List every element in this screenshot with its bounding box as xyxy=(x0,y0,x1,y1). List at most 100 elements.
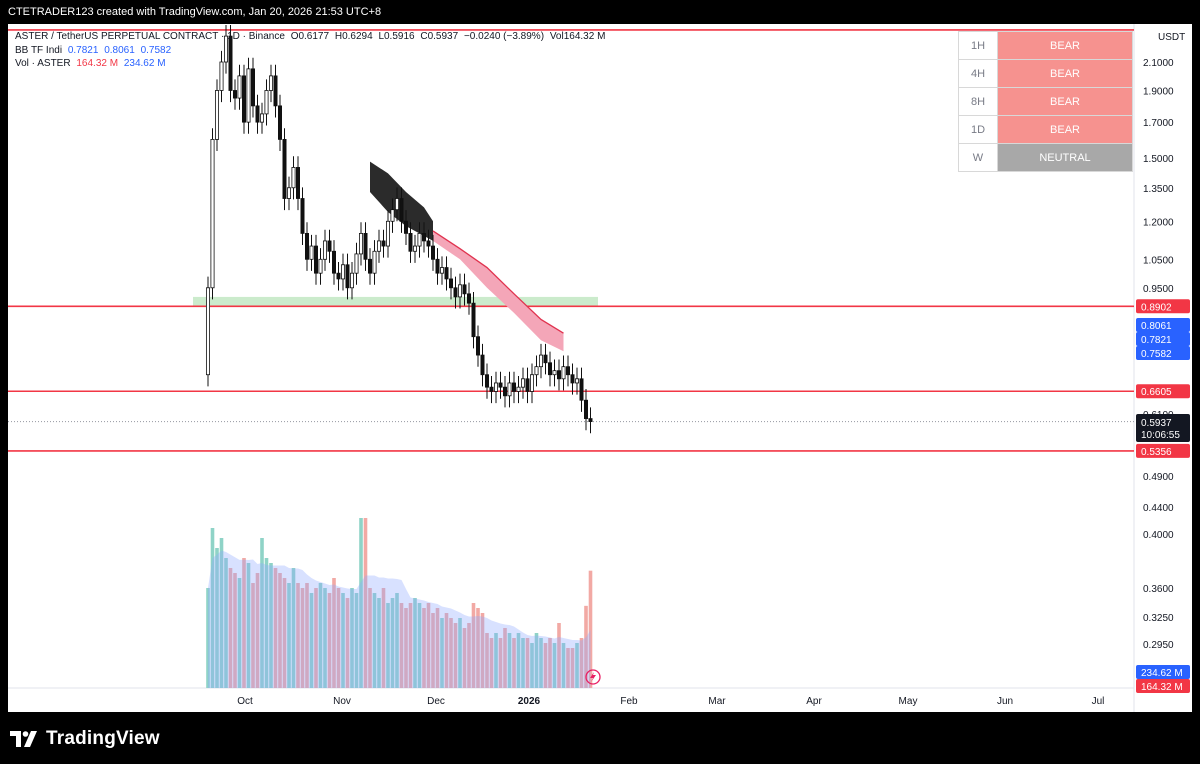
candle-body xyxy=(448,278,453,289)
candle-body xyxy=(548,362,553,376)
candle-body xyxy=(219,61,224,91)
volume-bar xyxy=(404,608,408,688)
time-axis-tick: Oct xyxy=(237,696,253,707)
candle-body xyxy=(228,35,233,91)
candle-body xyxy=(417,233,422,247)
time-axis-tick: Nov xyxy=(333,696,351,707)
candle-body xyxy=(534,366,539,376)
candle-body xyxy=(255,105,260,123)
indicator-tag: 0.7821 xyxy=(1141,335,1172,346)
candle-body xyxy=(439,267,444,274)
volume-bar xyxy=(323,588,327,688)
volume-bar xyxy=(561,643,566,688)
volume-bar xyxy=(399,603,404,688)
price-axis-tick: 1.7000 xyxy=(1143,118,1174,129)
volume-bar xyxy=(431,613,435,688)
volume-bar xyxy=(359,518,363,688)
candle-body xyxy=(426,240,431,247)
volume-bar xyxy=(467,623,471,688)
candle-body xyxy=(268,75,273,91)
candle-body xyxy=(588,418,593,422)
candle-body xyxy=(286,187,291,199)
tf-label: W xyxy=(958,143,998,172)
tf-label: 1D xyxy=(958,115,998,144)
volume-bar xyxy=(341,593,345,688)
bb-band-pink xyxy=(433,230,564,352)
volume-bar xyxy=(219,538,224,688)
volume-bar xyxy=(255,573,260,688)
legend-vol: Vol164.32 M xyxy=(549,31,606,42)
volume-bar xyxy=(570,648,575,688)
volume-bar xyxy=(413,598,417,688)
legend-low: L0.5916 xyxy=(378,31,415,42)
candle-body xyxy=(241,75,246,123)
candle-body xyxy=(530,374,535,392)
volume-bar xyxy=(557,623,561,688)
volume-bar xyxy=(476,608,480,688)
volume-bar xyxy=(494,633,498,688)
tf-row: 8H BEAR xyxy=(958,87,1133,116)
time-axis-tick: Mar xyxy=(708,696,726,707)
candle-body xyxy=(232,90,237,99)
volume-bar xyxy=(426,603,431,688)
volume-ma-tag-bg xyxy=(1136,665,1190,679)
price-chart[interactable]: USDT 2.1000 1.9000 1.7000 1.5000 1.3500 1.2000… xyxy=(8,24,1192,712)
tradingview-logo-icon xyxy=(10,731,37,747)
price-axis-tick: 0.9500 xyxy=(1143,284,1174,295)
volume-bar xyxy=(390,598,395,688)
last-price-tag: 0.5937 xyxy=(1141,418,1172,429)
volume-bar xyxy=(548,638,552,688)
top-bar: CTETRADER123 created with TradingView.co… xyxy=(0,0,1200,24)
legend-indicator-value: 0.7821 xyxy=(67,44,99,56)
legend-volume-ma: 234.62 M xyxy=(123,58,166,69)
legend-volume-value: 164.32 M xyxy=(76,58,119,69)
volume-bar xyxy=(336,588,341,688)
legend-indicator-name: BB TF Indi xyxy=(15,44,63,56)
price-level-tag: 0.8902 xyxy=(1141,302,1172,313)
volume-ma-tag: 234.62 M xyxy=(1141,668,1183,679)
volume-bar xyxy=(480,613,485,688)
price-axis-tick: 1.5000 xyxy=(1143,154,1174,165)
volume-bar xyxy=(251,583,255,688)
price-level-tag-bg xyxy=(1136,443,1190,458)
volume-bar xyxy=(282,578,287,688)
event-marker-icon xyxy=(585,669,601,685)
volume-bar xyxy=(543,643,548,688)
indicator-tag-bg xyxy=(1136,318,1190,332)
price-level-tag: 0.6605 xyxy=(1141,387,1172,398)
legend-volume-row: Vol · ASTER 164.32 M 234.62 M xyxy=(15,57,608,71)
tf-signal: BEAR xyxy=(997,59,1133,88)
time-axis-tick: Apr xyxy=(806,696,822,707)
candle-body xyxy=(399,198,404,222)
volume-bar xyxy=(345,598,350,688)
price-axis-tick: 0.4900 xyxy=(1143,472,1174,483)
price-axis-tick: 0.4000 xyxy=(1143,530,1174,541)
candle-body xyxy=(223,35,228,63)
candle-body xyxy=(566,366,571,376)
volume-bar xyxy=(237,578,242,688)
tf-signal: NEUTRAL xyxy=(997,143,1133,172)
volume-bar xyxy=(453,623,458,688)
candle-body xyxy=(525,378,530,392)
volume-bar xyxy=(435,608,440,688)
volume-bar xyxy=(498,638,503,688)
lightning-icon xyxy=(590,672,596,682)
volume-bar xyxy=(210,528,215,688)
volume-bar xyxy=(579,638,584,688)
candle-body xyxy=(444,267,449,280)
volume-bar xyxy=(521,638,525,688)
price-level-tag-bg xyxy=(1136,384,1190,399)
time-axis-tick: Feb xyxy=(620,696,638,707)
tf-row: 1H BEAR xyxy=(958,31,1133,60)
tf-label: 1H xyxy=(958,31,998,60)
tf-signal: BEAR xyxy=(997,115,1133,144)
tf-row: 4H BEAR xyxy=(958,59,1133,88)
volume-tag-bg xyxy=(1136,679,1190,693)
candle-body xyxy=(354,253,359,274)
countdown-tag: 10:06:55 xyxy=(1141,430,1180,441)
price-axis-tick: 0.3250 xyxy=(1143,613,1174,624)
volume-bar xyxy=(575,643,579,688)
candle-body xyxy=(557,370,562,380)
time-axis-tick: May xyxy=(899,696,918,707)
chart-frame[interactable]: USDT 2.1000 1.9000 1.7000 1.5000 1.3500 1.2000… xyxy=(8,24,1192,712)
